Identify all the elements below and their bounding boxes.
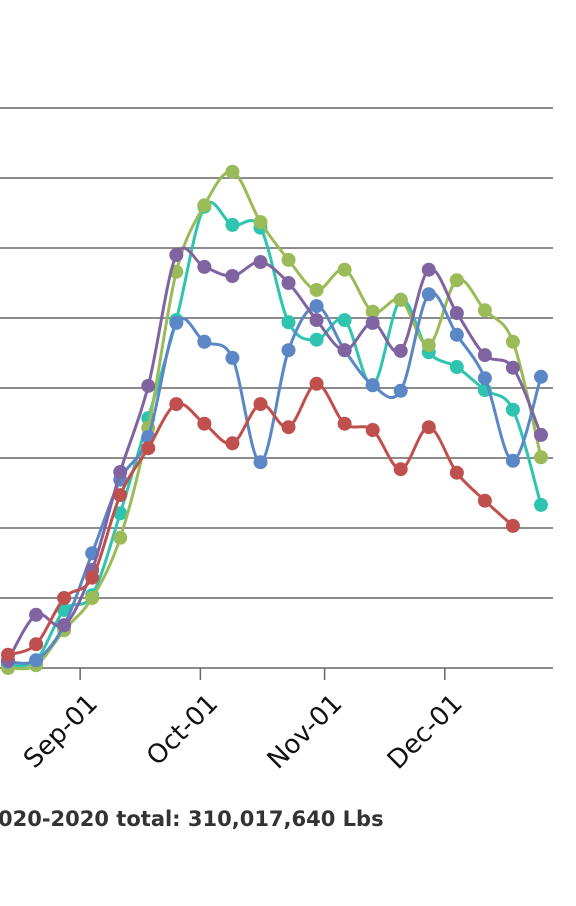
data-point xyxy=(225,436,240,451)
series-line xyxy=(7,382,514,657)
data-point xyxy=(113,506,128,521)
data-point xyxy=(477,493,492,508)
data-point xyxy=(337,416,352,431)
data-point xyxy=(449,360,464,374)
data-point xyxy=(309,299,324,314)
data-point xyxy=(253,397,268,412)
data-point xyxy=(421,420,436,435)
data-point xyxy=(253,455,268,470)
data-point xyxy=(449,273,464,288)
data-point xyxy=(225,269,240,283)
data-point xyxy=(449,327,464,342)
data-point xyxy=(57,591,72,605)
data-point xyxy=(421,287,436,302)
data-point xyxy=(505,334,520,349)
data-point xyxy=(533,369,548,384)
data-point xyxy=(393,343,408,358)
data-point xyxy=(57,602,72,617)
data-point xyxy=(281,276,296,290)
data-point xyxy=(169,315,184,330)
data-point xyxy=(365,378,380,393)
data-point xyxy=(337,343,352,358)
data-point xyxy=(141,378,156,393)
data-point xyxy=(281,315,296,330)
data-point xyxy=(141,441,156,456)
data-point xyxy=(281,252,296,267)
data-point xyxy=(533,497,548,512)
data-point xyxy=(113,465,128,479)
data-point xyxy=(169,397,184,412)
data-point xyxy=(197,334,212,349)
data-point xyxy=(197,416,212,431)
data-point xyxy=(533,450,548,465)
data-point xyxy=(365,423,380,437)
data-point xyxy=(393,292,408,307)
data-point xyxy=(449,465,464,480)
data-point xyxy=(505,453,520,468)
x-tick-label: Oct-01 xyxy=(141,689,224,772)
data-point xyxy=(29,637,44,652)
data-point xyxy=(281,420,296,435)
data-point xyxy=(309,332,324,347)
data-point xyxy=(197,198,212,213)
data-point xyxy=(337,262,352,277)
series-line xyxy=(7,200,543,668)
caption: 020-2020 total: 310,017,640 Lbs xyxy=(0,807,384,831)
data-point xyxy=(113,488,128,503)
data-point xyxy=(113,530,128,545)
data-point xyxy=(253,255,268,269)
data-point xyxy=(449,306,464,321)
data-point xyxy=(309,283,324,297)
data-point xyxy=(505,402,520,417)
data-point xyxy=(421,262,436,277)
data-point xyxy=(85,591,100,605)
data-point xyxy=(169,248,184,262)
data-point xyxy=(29,607,44,622)
data-point xyxy=(29,653,44,668)
data-point xyxy=(421,338,436,353)
data-point xyxy=(1,647,16,662)
data-point xyxy=(197,259,212,274)
data-point xyxy=(477,348,492,363)
data-point xyxy=(281,343,296,358)
data-point xyxy=(477,371,492,386)
data-point xyxy=(225,350,240,365)
data-point xyxy=(393,462,408,477)
data-point xyxy=(225,164,240,179)
x-tick-label: Sep-01 xyxy=(18,689,104,775)
data-point xyxy=(393,383,408,398)
data-point xyxy=(365,304,380,319)
data-point xyxy=(505,518,520,533)
x-tick-label: Dec-01 xyxy=(382,689,469,776)
data-point xyxy=(505,360,520,375)
data-point xyxy=(477,303,492,318)
data-point xyxy=(365,315,380,330)
data-point xyxy=(309,376,324,391)
data-point xyxy=(85,570,100,585)
x-tick-label: Nov-01 xyxy=(262,689,349,776)
data-point xyxy=(225,217,240,232)
data-point xyxy=(57,618,72,633)
data-point xyxy=(337,313,352,328)
data-point xyxy=(253,215,268,230)
data-point xyxy=(533,427,548,442)
data-point xyxy=(309,313,324,328)
